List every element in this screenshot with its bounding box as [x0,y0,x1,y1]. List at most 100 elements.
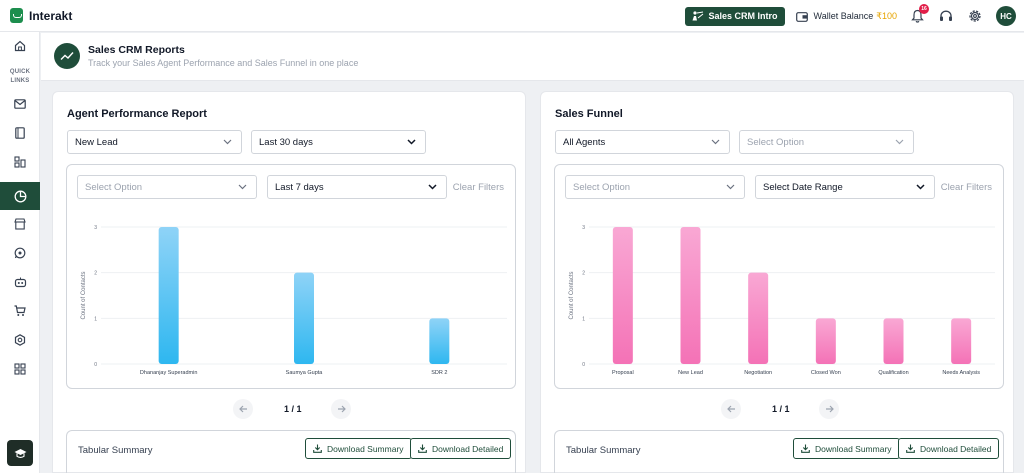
funnel-inner-option-select[interactable]: Select Option [565,175,745,199]
whatsapp-icon [14,247,26,259]
download-summary-button[interactable]: Download Summary [793,438,900,459]
sidebar-item-home[interactable] [0,35,40,57]
x-tick-label: Saumya Gupta [286,370,324,376]
agent-performance-card: Agent Performance Report New Lead Last 3… [52,91,526,473]
prev-page-button[interactable] [233,399,253,419]
workflow-icon [14,156,26,168]
store-icon [14,218,26,230]
wallet-balance-label: Wallet Balance [813,11,874,21]
sales-crm-intro-button[interactable]: Sales CRM Intro [684,6,785,26]
period-select[interactable]: Last 30 days [251,130,426,154]
agent-performance-title: Agent Performance Report [67,108,207,120]
download-summary-button[interactable]: Download Summary [305,438,412,459]
stage-select-value: New Lead [75,136,118,148]
user-avatar[interactable]: HC [996,6,1016,26]
home-icon [14,40,26,52]
y-tick-label: 0 [582,362,585,368]
download-detailed-label: Download Detailed [920,443,992,454]
y-tick-label: 2 [582,271,585,277]
agent-option-placeholder: Select Option [85,181,143,193]
sidebar-item-settings[interactable] [0,329,40,351]
date-range-select[interactable]: Select Date Range [755,175,935,199]
agents-select[interactable]: All Agents [555,130,730,154]
trend-icon [54,43,80,69]
brand[interactable]: Interakt [10,8,72,23]
agent-range-value: Last 7 days [275,181,324,193]
y-axis-label: Count of Contacts [81,271,87,319]
prev-page-button[interactable] [721,399,741,419]
bar [951,318,972,364]
top-bar: Interakt Sales CRM Intro Wallet Balance … [0,0,1024,32]
page-subtitle: Track your Sales Agent Performance and S… [88,58,359,68]
wallet-balance[interactable]: Wallet Balance ₹100 [795,11,897,22]
bot-icon [14,277,26,287]
sidebar-item-book[interactable] [0,122,40,144]
sidebar-item-mail[interactable] [0,93,40,115]
x-tick-label: Qualification [878,370,908,376]
bar [429,318,450,364]
interakt-logo-icon [10,8,23,23]
page-header: Sales CRM Reports Track your Sales Agent… [41,33,1024,81]
settings-button[interactable] [967,8,983,24]
sidebar-item-whatsapp[interactable] [0,242,40,264]
y-tick-label: 0 [94,362,97,368]
bar [748,272,769,364]
x-tick-label: Dhananjay Superadmin [140,370,197,376]
academy-button[interactable] [7,440,33,466]
clear-filters-link[interactable]: Clear Filters [452,182,504,193]
chevron-down-icon [895,139,904,145]
page-title: Sales CRM Reports [88,44,185,56]
clear-filters-link[interactable]: Clear Filters [940,182,992,193]
next-page-button[interactable] [331,399,351,419]
sidebar-item-bot[interactable] [0,271,40,293]
agents-select-value: All Agents [563,136,606,148]
sidebar-item-cart[interactable] [0,300,40,322]
x-tick-label: Negotiation [744,370,772,376]
support-button[interactable] [938,8,954,24]
period-select-value: Last 30 days [259,136,313,148]
download-detailed-button[interactable]: Download Detailed [410,438,512,459]
agent-option-select[interactable]: Select Option [77,175,257,199]
download-icon [906,444,915,453]
y-tick-label: 3 [94,225,97,231]
arrow-left-icon [726,405,735,413]
pie-chart-icon [14,190,26,202]
sidebar-item-workflow[interactable] [0,151,40,173]
download-icon [418,444,427,453]
funnel-inner-option-placeholder: Select Option [573,181,631,193]
stage-select[interactable]: New Lead [67,130,242,154]
agent-pager: 1 / 1 [53,399,527,419]
brand-name: Interakt [29,8,73,23]
download-detailed-label: Download Detailed [432,443,504,454]
download-detailed-button[interactable]: Download Detailed [898,438,1000,459]
next-page-button[interactable] [819,399,839,419]
funnel-chart-panel: Select Option Select Date Range Clear Fi… [554,164,1004,389]
agent-chart-panel: Select Option Last 7 days Clear Filters … [66,164,516,389]
chevron-down-icon [223,139,232,145]
presentation-icon [692,11,703,21]
bar [158,227,179,364]
arrow-right-icon [825,405,834,413]
x-tick-label: New Lead [678,370,703,376]
quick-links-label: QUICK LINKS [9,69,31,84]
chevron-down-icon [428,184,437,190]
notifications-button[interactable]: 16 [909,4,929,24]
funnel-tabular-summary: Tabular Summary Download Summary Downloa… [554,430,1004,473]
sidebar-item-store[interactable] [0,213,40,235]
agent-tabular-summary: Tabular Summary Download Summary Downloa… [66,430,516,473]
sales-funnel-title: Sales Funnel [555,108,623,120]
x-tick-label: Proposal [612,370,634,376]
bar [612,227,633,364]
sidebar-item-apps[interactable] [0,358,40,380]
y-tick-label: 1 [582,316,585,322]
sidebar-item-reports[interactable] [0,182,40,210]
agent-range-select[interactable]: Last 7 days [267,175,447,199]
headset-icon [940,10,952,21]
chevron-down-icon [711,139,720,145]
y-axis-label: Count of Contacts [569,271,575,319]
funnel-bar-chart: 0 1 2 3 Count of Contacts Proposal New Lead Neg… [569,225,995,376]
funnel-option-placeholder: Select Option [747,136,805,148]
chevron-down-icon [407,139,416,145]
chevron-down-icon [916,184,925,190]
funnel-option-select[interactable]: Select Option [739,130,914,154]
